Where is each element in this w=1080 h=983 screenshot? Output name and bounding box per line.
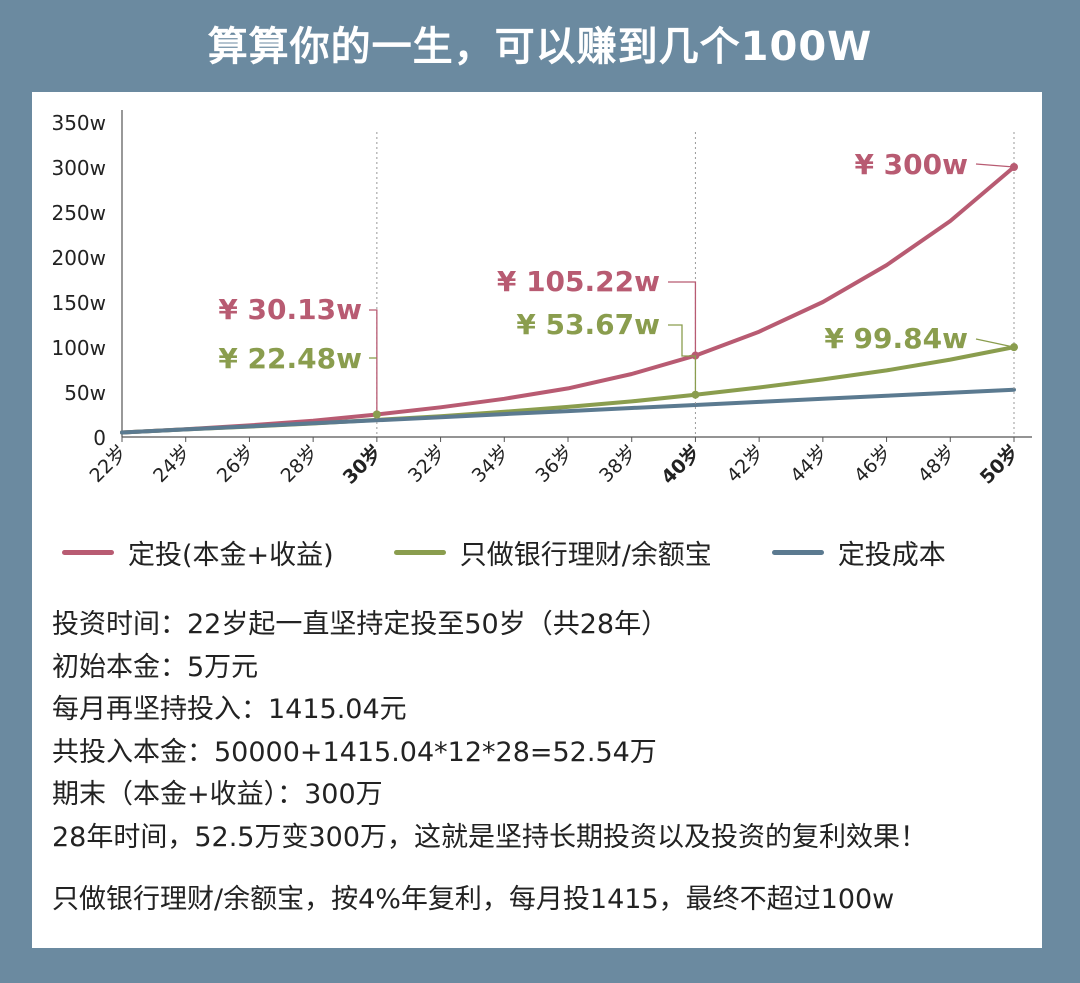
x-tick-label: 30岁 bbox=[338, 440, 386, 488]
page-title: 算算你的一生，可以赚到几个100W bbox=[207, 24, 873, 70]
x-tick-label: 40岁 bbox=[657, 440, 705, 488]
notes-block: 投资时间：22岁起一直坚持定投至50岁（共28年） 初始本金：5万元 每月再坚持… bbox=[52, 604, 1027, 922]
annotation-leader bbox=[668, 281, 697, 356]
x-tick-label: 48岁 bbox=[914, 441, 960, 487]
note-line: 期末（本金+收益）：300万 bbox=[52, 779, 383, 810]
legend-swatch bbox=[393, 549, 446, 555]
note-line: 每月再坚持投入：1415.04元 bbox=[52, 694, 407, 725]
note-line: 共投入本金：50000+1415.04*12*28=52.54万 bbox=[52, 736, 657, 768]
x-tick-label: 50岁 bbox=[975, 440, 1023, 488]
annotation-label: ¥ 30.13w bbox=[218, 293, 362, 326]
annotation-point bbox=[372, 410, 381, 419]
y-tick-label: 350w bbox=[51, 111, 106, 135]
annotation-label: ¥ 22.48w bbox=[218, 342, 362, 375]
x-tick-label: 46岁 bbox=[850, 441, 896, 487]
y-tick-label: 300w bbox=[51, 156, 106, 180]
annotation-label: ¥ 53.67w bbox=[516, 308, 660, 341]
annotation-label: ¥ 99.84w bbox=[824, 322, 968, 355]
legend-label: 只做银行理财/余额宝 bbox=[459, 539, 712, 571]
y-tick-label: 50w bbox=[64, 381, 106, 405]
x-tick-label: 38岁 bbox=[595, 441, 641, 487]
annotation-leader bbox=[668, 324, 697, 395]
legend-swatch bbox=[62, 549, 114, 555]
x-tick-label: 42岁 bbox=[723, 441, 769, 487]
chart-legend: 定投(本金+收益) 只做银行理财/余额宝 定投成本 bbox=[62, 532, 1022, 572]
annotation-point bbox=[691, 390, 700, 399]
y-tick-label: 250w bbox=[51, 201, 106, 225]
x-tick-label: 28岁 bbox=[277, 441, 323, 487]
spacer bbox=[52, 859, 1027, 879]
annotation-point bbox=[1010, 343, 1018, 352]
legend-item-bank[interactable]: 只做银行理财/余额宝 bbox=[393, 533, 712, 572]
x-tick-label: 26岁 bbox=[213, 441, 259, 487]
note-line: 初始本金：5万元 bbox=[52, 651, 259, 683]
annotation-leader bbox=[975, 338, 1015, 348]
y-tick-label: 150w bbox=[51, 291, 106, 315]
annotation-label: ¥ 300w bbox=[854, 148, 968, 181]
legend-item-dingtou[interactable]: 定投(本金+收益) bbox=[62, 533, 334, 572]
legend-swatch bbox=[771, 549, 824, 555]
legend-item-cost[interactable]: 定投成本 bbox=[771, 533, 946, 572]
annotation-leader bbox=[369, 309, 378, 415]
note-line: 投资时间：22岁起一直坚持定投至50岁（共28年） bbox=[52, 609, 669, 640]
annotation-label: ¥ 105.22w bbox=[497, 265, 660, 298]
y-tick-label: 100w bbox=[51, 336, 106, 360]
y-tick-label: 0 bbox=[93, 426, 106, 450]
chart-card: 0 50w 100w 150w 200w 250w 300w 350w 22岁 24岁 26岁 28岁… bbox=[32, 92, 1042, 948]
x-tick-label: 44岁 bbox=[786, 441, 832, 487]
footnote: 只做银行理财/余额宝，按4%年复利，每月投1415，最终不超过100w bbox=[52, 884, 895, 915]
annotation-leader bbox=[975, 163, 1015, 168]
x-tick-label: 34岁 bbox=[468, 441, 514, 487]
legend-label: 定投成本 bbox=[837, 539, 946, 571]
x-tick-label: 32岁 bbox=[404, 441, 450, 487]
x-tick-label: 24岁 bbox=[149, 441, 195, 487]
y-tick-label: 200w bbox=[51, 246, 106, 270]
x-tick-label: 36岁 bbox=[531, 441, 577, 487]
annotation-point bbox=[1010, 163, 1018, 171]
legend-label: 定投(本金+收益) bbox=[128, 539, 334, 571]
note-line: 28年时间，52.5万变300万，这就是坚持长期投资以及投资的复利效果！ bbox=[52, 821, 928, 853]
series-line-2 bbox=[120, 387, 1016, 435]
